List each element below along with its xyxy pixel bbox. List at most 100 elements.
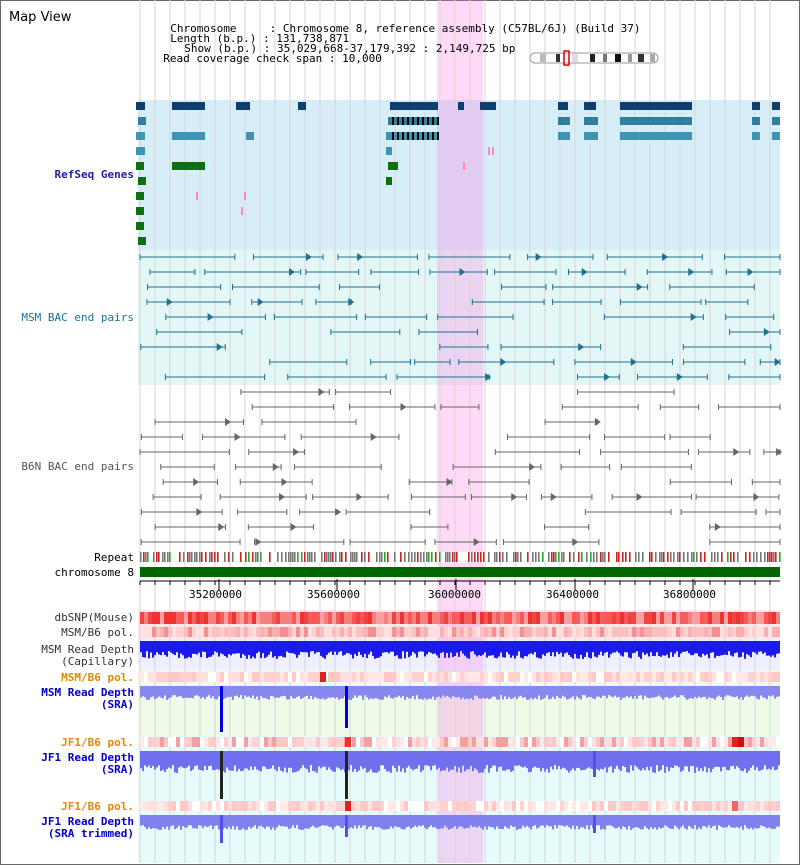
depth-bar (386, 686, 388, 698)
depth-bar (336, 815, 338, 826)
repeat-element (397, 552, 399, 562)
selected-region-highlight[interactable] (437, 0, 483, 863)
depth-bar (324, 686, 326, 700)
depth-bar (676, 641, 678, 652)
depth-bar (602, 641, 604, 656)
track-label-jf1-b6-pol-1[interactable]: JF1/B6 pol. (61, 736, 134, 749)
heat-cell (308, 737, 312, 747)
heat-cell (204, 612, 208, 624)
depth-bar (272, 751, 274, 766)
depth-bar (772, 815, 774, 830)
depth-bar (414, 751, 416, 770)
depth-bar (554, 751, 556, 766)
depth-bar (364, 641, 366, 654)
heat-cell (688, 627, 692, 637)
track-label-jf1-depth-trim[interactable]: JF1 Read Depth (41, 815, 134, 828)
track-label-jf1-depth-sra[interactable]: JF1 Read Depth (41, 751, 134, 764)
heat-cell (552, 627, 556, 637)
heat-cell-strong (345, 801, 351, 811)
depth-bar (442, 641, 444, 653)
depth-bar (708, 641, 710, 659)
heat-cell (640, 612, 644, 624)
depth-bar (176, 815, 178, 828)
depth-bar (770, 751, 772, 770)
depth-bar (716, 686, 718, 697)
heat-cell (224, 627, 228, 637)
depth-bar (724, 751, 726, 767)
heat-cell (284, 672, 288, 682)
depth-bar (262, 641, 264, 654)
depth-bar (552, 686, 554, 697)
depth-bar (218, 815, 220, 830)
depth-bar (726, 751, 728, 771)
heat-cell (532, 612, 536, 624)
heat-cell (236, 627, 240, 637)
repeat-element (608, 552, 610, 562)
track-label-msm-b6-pol-2[interactable]: MSM/B6 pol. (61, 671, 134, 684)
track-label-refseq[interactable]: RefSeq Genes (54, 168, 134, 181)
heat-cell (636, 672, 640, 682)
depth-bar (524, 641, 526, 657)
track-label-jf1-b6-pol-2[interactable]: JF1/B6 pol. (61, 800, 134, 813)
heat-cell (588, 672, 592, 682)
track-label-msm-depth-cap[interactable]: MSM Read Depth (41, 643, 134, 656)
track-label-repeat[interactable]: Repeat (94, 551, 134, 564)
depth-bar (744, 751, 746, 769)
repeat-element (445, 552, 447, 562)
heat-cell (564, 737, 568, 747)
heat-cell (228, 801, 232, 811)
heat-cell (696, 612, 700, 624)
track-label-msm-b6-pol-1[interactable]: MSM/B6 pol. (61, 626, 134, 639)
depth-bar (402, 686, 404, 697)
heat-cell (268, 627, 272, 637)
depth-bar (710, 815, 712, 828)
repeat-element (612, 552, 614, 562)
depth-bar (440, 751, 442, 772)
heat-cell (192, 627, 196, 637)
heat-cell (776, 627, 780, 637)
depth-bar (640, 686, 642, 696)
heat-cell (752, 672, 756, 682)
heat-cell (480, 627, 484, 637)
repeat-element (265, 552, 267, 562)
heat-cell (404, 737, 408, 747)
heat-cell (312, 801, 316, 811)
gene-exon (136, 207, 144, 215)
repeat-element (651, 552, 653, 562)
heat-cell (296, 627, 300, 637)
depth-bar (364, 686, 366, 696)
heat-cell (404, 627, 408, 637)
heat-cell (364, 801, 368, 811)
depth-bar (348, 815, 350, 829)
depth-bar (164, 641, 166, 655)
depth-bar (278, 641, 280, 657)
bac-end-marker (279, 493, 286, 501)
track-label-b6n-bac[interactable]: B6N BAC end pairs (21, 460, 134, 473)
heat-cell (380, 612, 384, 624)
heat-cell (380, 801, 384, 811)
repeat-element (209, 552, 211, 562)
heat-cell (596, 627, 600, 637)
depth-bar (634, 641, 636, 653)
depth-bar (208, 751, 210, 767)
heat-cell (328, 612, 332, 624)
depth-bar (606, 815, 608, 826)
depth-bar (660, 641, 662, 657)
track-label-chromosome[interactable]: chromosome 8 (54, 566, 134, 579)
heat-cell (476, 612, 480, 624)
depth-bar (288, 815, 290, 830)
repeat-element (252, 552, 254, 562)
depth-bar (196, 751, 198, 766)
depth-bar (166, 815, 168, 827)
depth-bar (268, 686, 270, 700)
depth-bar (158, 641, 160, 655)
track-label-msm-bac[interactable]: MSM BAC end pairs (21, 311, 134, 324)
track-label-dbsnp[interactable]: dbSNP(Mouse) (54, 611, 134, 624)
depth-bar (588, 686, 590, 697)
track-label-msm-depth-sra[interactable]: MSM Read Depth (41, 686, 134, 699)
depth-bar (452, 641, 454, 658)
heat-cell (332, 627, 336, 637)
depth-bar (580, 751, 582, 771)
heat-cell (524, 612, 528, 624)
heat-cell (692, 737, 696, 747)
